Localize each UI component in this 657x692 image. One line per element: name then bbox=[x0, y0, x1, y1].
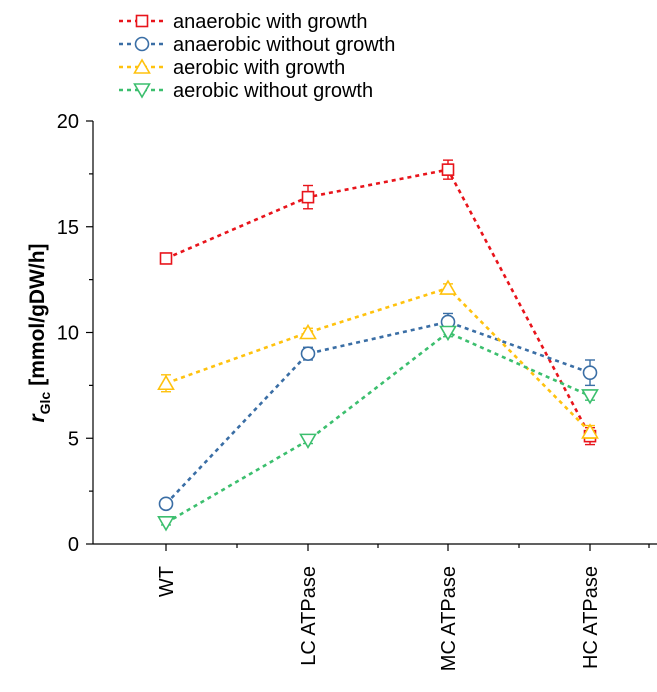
legend-marker bbox=[133, 58, 151, 74]
x-category-label: LC ATPase bbox=[298, 566, 320, 666]
data-point bbox=[300, 346, 316, 361]
legend-label: aerobic without growth bbox=[173, 80, 373, 102]
y-tick-label: 10 bbox=[57, 323, 79, 345]
series-0 bbox=[159, 159, 597, 446]
y-tick-label: 15 bbox=[57, 217, 79, 239]
legend-label: anaerobic without growth bbox=[173, 34, 395, 56]
x-axis: WT LC ATPase MC ATPase HC ATPase bbox=[93, 543, 657, 671]
y-axis-label-unit: [mmol/gDW/h] bbox=[26, 243, 49, 385]
y-axis-label-subscript: Glc bbox=[37, 392, 53, 415]
data-point bbox=[441, 163, 455, 176]
data-point bbox=[581, 423, 599, 439]
y-axis-label-symbol: r bbox=[26, 413, 49, 423]
y-axis: 0 5 10 15 20 bbox=[57, 111, 94, 556]
data-point bbox=[439, 325, 457, 342]
series-line bbox=[165, 320, 591, 505]
data-point bbox=[299, 323, 317, 340]
data-point bbox=[582, 365, 598, 380]
series-2 bbox=[157, 279, 599, 439]
data-point bbox=[158, 496, 174, 512]
x-category-label: HC ATPase bbox=[580, 566, 602, 669]
x-category-label: WT bbox=[156, 566, 178, 597]
y-tick-label: 0 bbox=[68, 534, 79, 556]
series-3 bbox=[157, 325, 599, 532]
data-point bbox=[157, 516, 175, 532]
legend-item: aerobic without growth bbox=[119, 80, 373, 102]
legend-label: anaerobic with growth bbox=[173, 11, 368, 33]
legend-label: aerobic with growth bbox=[173, 57, 345, 79]
data-point bbox=[301, 190, 315, 204]
data-point bbox=[299, 433, 317, 449]
legend-marker bbox=[133, 83, 151, 99]
series-line bbox=[165, 286, 591, 433]
legend-marker bbox=[134, 36, 150, 52]
x-category-label: MC ATPase bbox=[438, 566, 460, 671]
y-tick-label: 20 bbox=[57, 111, 79, 133]
data-point bbox=[581, 389, 599, 405]
plot-area bbox=[157, 159, 599, 532]
legend-item: anaerobic with growth bbox=[119, 11, 368, 33]
series-1 bbox=[158, 312, 598, 512]
series-line bbox=[165, 168, 592, 437]
y-axis-label: rGlc [mmol/gDW/h] bbox=[26, 243, 53, 422]
y-tick-label: 5 bbox=[68, 428, 79, 450]
legend-item: anaerobic without growth bbox=[119, 34, 395, 56]
data-point bbox=[157, 374, 175, 391]
data-point bbox=[159, 252, 173, 265]
data-point bbox=[439, 279, 457, 295]
series-line bbox=[165, 330, 591, 524]
legend-marker bbox=[135, 14, 149, 28]
legend-item: aerobic with growth bbox=[119, 57, 345, 79]
